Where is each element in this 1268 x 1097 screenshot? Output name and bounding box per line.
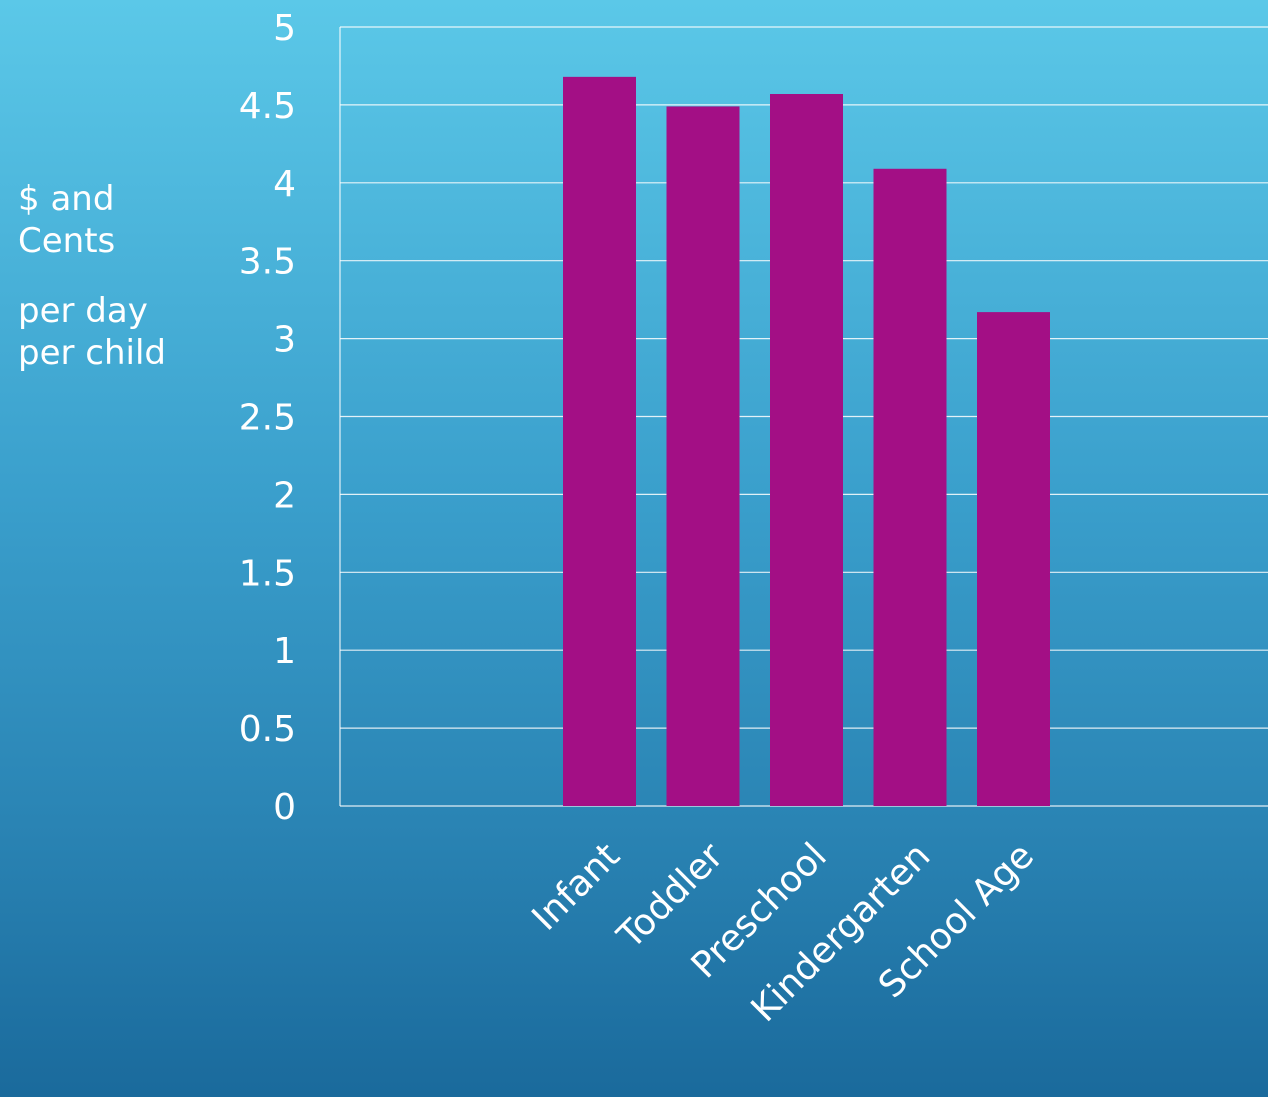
bar-toddler: [666, 106, 740, 806]
bar-preschool: [770, 93, 843, 806]
bar-infant: [563, 76, 636, 806]
y-tick-label: 4.5: [239, 86, 296, 127]
y-tick-label: 5: [273, 8, 296, 49]
y-tick-label: 1.5: [239, 553, 296, 594]
y-axis-label: $ and Cents per day per child: [18, 178, 178, 374]
y-tick-label: 2.5: [239, 398, 296, 439]
bar-school-age: [977, 312, 1050, 806]
y-axis-label-line-2: per day per child: [18, 291, 167, 373]
y-tick-label: 3: [273, 320, 296, 361]
y-tick-label: 1: [273, 631, 296, 672]
y-tick-label: 2: [273, 475, 296, 516]
y-tick-label: 0: [273, 787, 296, 828]
x-tick-label: Infant: [525, 835, 628, 938]
x-axis-categories: InfantToddlerPreschoolKindergartenSchool…: [525, 835, 1042, 1030]
y-tick-label: 3.5: [239, 242, 296, 283]
y-tick-label: 0.5: [239, 709, 296, 750]
y-axis-label-line-1: $ and Cents: [18, 179, 116, 261]
bar-kindergarten: [873, 168, 947, 806]
y-tick-label: 4: [273, 164, 296, 205]
x-tick-label: Kindergarten: [744, 835, 939, 1030]
y-axis-ticks: 0 0.5 1 1.5 2 2.5 3 3.5 4 4.5 5: [239, 8, 296, 828]
bars: [563, 76, 1050, 806]
